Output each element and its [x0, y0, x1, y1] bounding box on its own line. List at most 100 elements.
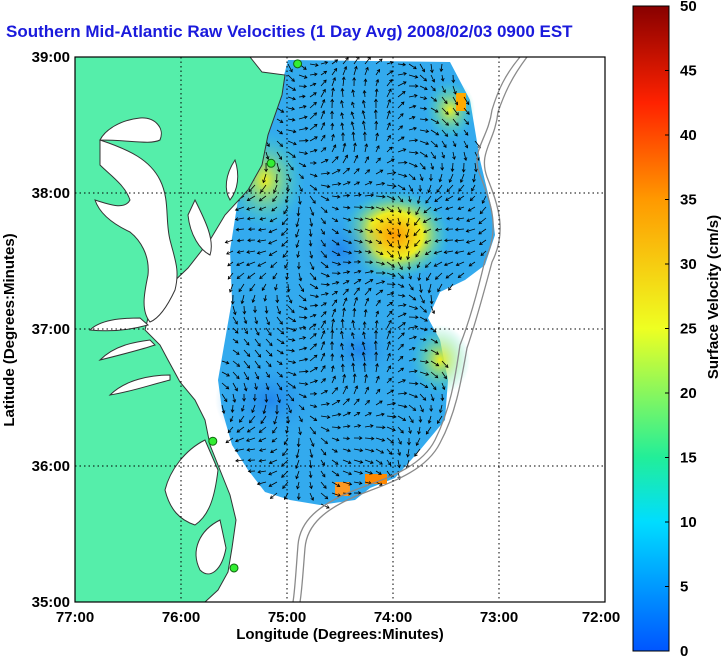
velocity-arrow — [375, 206, 385, 211]
velocity-arrow-head — [247, 227, 252, 232]
velocity-arrow-head — [414, 394, 419, 399]
velocity-arrow — [309, 73, 318, 76]
velocity-arrow-head — [257, 263, 262, 267]
velocity-arrow — [298, 358, 308, 362]
velocity-arrow-head — [243, 387, 248, 392]
velocity-arrow — [463, 118, 469, 125]
velocity-arrow-head — [389, 301, 394, 306]
velocity-arrow — [353, 470, 363, 474]
velocity-arrow — [298, 337, 306, 340]
velocity-arrow — [364, 206, 374, 209]
velocity-arrow-head — [247, 458, 252, 463]
velocity-arrow — [351, 353, 355, 362]
velocity-arrow — [386, 217, 392, 224]
velocity-arrow-head — [364, 373, 368, 378]
velocity-arrow — [397, 312, 407, 318]
velocity-arrow-head — [322, 365, 326, 369]
velocity-arrow — [221, 360, 229, 364]
velocity-arrow-head — [347, 460, 352, 465]
velocity-arrow-head — [246, 429, 251, 433]
velocity-arrow — [425, 250, 432, 255]
velocity-arrow-head — [323, 311, 327, 315]
velocity-arrow-head — [378, 229, 383, 234]
velocity-arrow-head — [325, 197, 330, 201]
velocity-arrow-head — [366, 399, 370, 404]
velocity-arrow — [430, 349, 439, 355]
velocity-arrow-head — [346, 398, 350, 402]
velocity-arrow-head — [359, 229, 364, 233]
velocity-arrow — [419, 338, 426, 341]
velocity-arrow-head — [414, 325, 419, 329]
velocity-arrow-head — [423, 77, 428, 82]
velocity-arrow — [225, 239, 234, 243]
velocity-arrow — [320, 437, 328, 444]
velocity-arrow-head — [358, 193, 362, 197]
velocity-arrow — [273, 415, 278, 425]
velocity-arrow-head — [313, 112, 318, 116]
velocity-arrow-head — [402, 312, 407, 317]
velocity-arrow — [298, 184, 303, 192]
velocity-arrow-head — [346, 424, 351, 429]
velocity-arrow-head — [289, 68, 293, 73]
velocity-arrow-head — [416, 200, 421, 205]
velocity-arrow — [298, 326, 306, 329]
velocity-arrow — [287, 349, 295, 352]
velocity-arrow — [375, 250, 383, 255]
velocity-arrow — [353, 448, 363, 452]
velocity-arrow — [414, 239, 421, 247]
velocity-arrow — [408, 382, 418, 385]
velocity-arrow — [418, 272, 421, 281]
velocity-arrow-head — [427, 189, 431, 194]
velocity-arrow — [235, 459, 245, 462]
velocity-arrow — [446, 184, 454, 192]
velocity-arrow — [287, 151, 296, 158]
velocity-arrow — [419, 294, 425, 304]
velocity-arrow-head — [284, 264, 288, 269]
velocity-arrow-head — [408, 275, 412, 280]
x-axis-label: Longitude (Degrees:Minutes) — [236, 626, 444, 643]
velocity-arrow-head — [304, 126, 309, 131]
velocity-arrow-head — [365, 386, 369, 391]
velocity-arrow-head — [236, 238, 241, 243]
velocity-arrow — [230, 415, 234, 422]
velocity-arrow-head — [381, 438, 386, 442]
velocity-arrow-head — [400, 429, 404, 434]
colorbar-tick-label: 40 — [680, 127, 697, 144]
velocity-arrow — [397, 332, 405, 340]
velocity-arrow-head — [402, 322, 406, 326]
velocity-arrow — [425, 261, 432, 268]
velocity-arrow — [247, 272, 256, 279]
velocity-arrow-head — [251, 409, 255, 414]
velocity-arrow-head — [478, 220, 483, 225]
velocity-arrow-head — [295, 454, 300, 459]
velocity-arrow-head — [455, 262, 460, 267]
velocity-arrow-head — [406, 256, 410, 261]
velocity-arrow — [287, 129, 296, 133]
velocity-arrow-head — [291, 117, 296, 122]
velocity-arrow-head — [326, 282, 331, 287]
velocity-arrow — [408, 95, 418, 98]
velocity-arrow — [397, 356, 404, 362]
y-tick-label: 35:00 — [32, 594, 70, 611]
velocity-arrow — [331, 183, 341, 186]
velocity-arrow — [419, 283, 422, 293]
velocity-arrow — [426, 426, 432, 435]
velocity-arrow-head — [411, 115, 416, 120]
velocity-arrow-head — [427, 289, 432, 294]
velocity-arrow — [441, 118, 449, 126]
velocity-arrow-head — [300, 288, 304, 293]
velocity-arrow — [265, 382, 269, 390]
velocity-arrow-head — [444, 238, 448, 243]
velocity-arrow-head — [268, 483, 273, 487]
velocity-arrow — [296, 481, 300, 489]
velocity-arrow-head — [227, 429, 232, 434]
velocity-arrow-head — [432, 155, 436, 160]
velocity-arrow — [265, 393, 267, 403]
velocity-arrow-head — [365, 156, 369, 160]
velocity-arrow-head — [257, 343, 261, 347]
velocity-arrow-head — [304, 306, 308, 311]
velocity-arrow-head — [425, 141, 430, 146]
velocity-arrow — [430, 338, 438, 344]
velocity-arrow-head — [325, 292, 329, 296]
